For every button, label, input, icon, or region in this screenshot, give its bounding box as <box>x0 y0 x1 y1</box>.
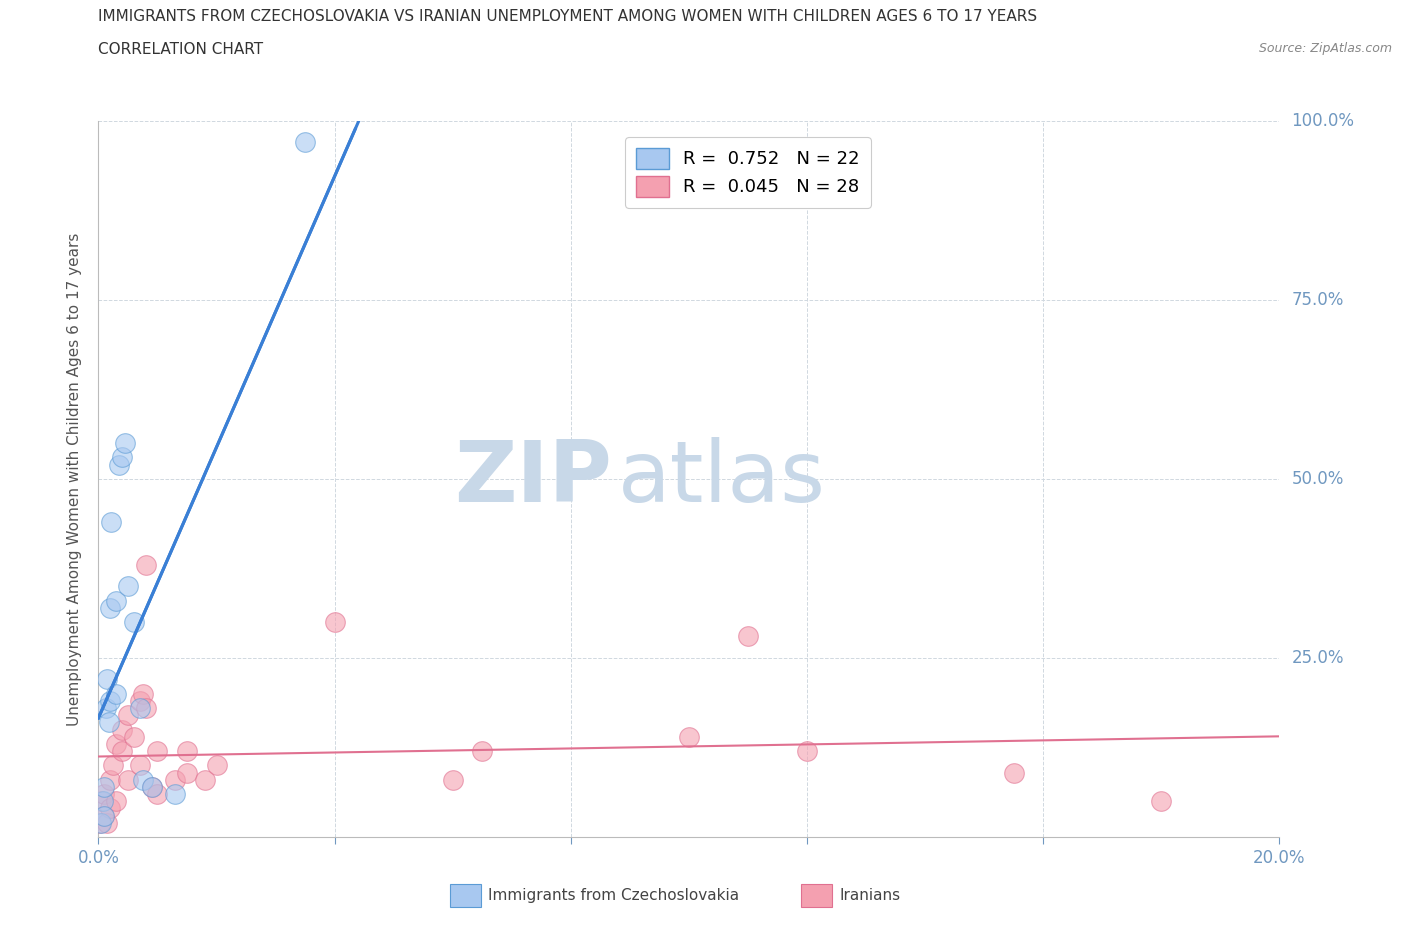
Point <box>111 744 134 759</box>
Point <box>105 794 128 809</box>
Point <box>90 794 112 809</box>
Point <box>117 708 139 723</box>
Point <box>105 737 128 751</box>
Point <box>93 779 115 794</box>
Point <box>98 801 121 816</box>
Text: Source: ZipAtlas.com: Source: ZipAtlas.com <box>1258 42 1392 55</box>
Point <box>98 601 121 616</box>
Point <box>122 729 145 744</box>
Point <box>737 629 759 644</box>
Point <box>141 779 163 794</box>
Point <box>90 816 112 830</box>
Text: Iranians: Iranians <box>839 888 900 903</box>
Text: atlas: atlas <box>619 437 827 521</box>
Point <box>89 816 111 830</box>
Point <box>1150 794 1173 809</box>
Point <box>96 816 118 830</box>
Point <box>205 758 228 773</box>
Point <box>132 686 155 701</box>
Point <box>98 694 121 709</box>
Point <box>176 744 198 759</box>
Point <box>132 772 155 787</box>
Y-axis label: Unemployment Among Women with Children Ages 6 to 17 years: Unemployment Among Women with Children A… <box>67 232 83 725</box>
Text: 50.0%: 50.0% <box>1291 470 1344 488</box>
Point <box>93 787 115 802</box>
Point <box>146 787 169 802</box>
Point <box>111 450 134 465</box>
Legend: R =  0.752   N = 22, R =  0.045   N = 28: R = 0.752 N = 22, R = 0.045 N = 28 <box>626 137 870 207</box>
Point <box>471 744 494 759</box>
Point <box>128 758 150 773</box>
Point <box>165 772 187 787</box>
Text: 25.0%: 25.0% <box>1291 649 1344 667</box>
Text: Immigrants from Czechoslovakia: Immigrants from Czechoslovakia <box>488 888 740 903</box>
Text: ZIP: ZIP <box>454 437 612 521</box>
Point <box>98 715 121 730</box>
Point <box>98 772 121 787</box>
Point <box>122 615 145 630</box>
Text: CORRELATION CHART: CORRELATION CHART <box>98 42 263 57</box>
Point <box>135 557 157 572</box>
Point <box>441 772 464 787</box>
Point <box>128 700 150 715</box>
Point <box>176 765 198 780</box>
Point <box>100 514 122 529</box>
Point <box>117 772 139 787</box>
Point <box>194 772 217 787</box>
Point <box>165 787 187 802</box>
Point <box>678 729 700 744</box>
Point <box>135 700 157 715</box>
Point <box>93 808 115 823</box>
Point <box>323 615 346 630</box>
Point <box>108 458 131 472</box>
Point <box>96 672 118 687</box>
Point <box>128 694 150 709</box>
Point <box>94 700 117 715</box>
Point <box>93 808 115 823</box>
Point <box>103 758 125 773</box>
Point <box>114 435 136 450</box>
Text: 75.0%: 75.0% <box>1291 291 1344 309</box>
Point <box>796 744 818 759</box>
Point <box>117 578 139 594</box>
Text: 100.0%: 100.0% <box>1291 112 1354 130</box>
Point <box>1002 765 1025 780</box>
Point <box>146 744 169 759</box>
Text: IMMIGRANTS FROM CZECHOSLOVAKIA VS IRANIAN UNEMPLOYMENT AMONG WOMEN WITH CHILDREN: IMMIGRANTS FROM CZECHOSLOVAKIA VS IRANIA… <box>98 9 1038 24</box>
Point <box>141 779 163 794</box>
Point <box>111 722 134 737</box>
Point <box>91 794 114 809</box>
Point <box>105 593 128 608</box>
Point <box>294 135 316 150</box>
Point <box>105 686 128 701</box>
